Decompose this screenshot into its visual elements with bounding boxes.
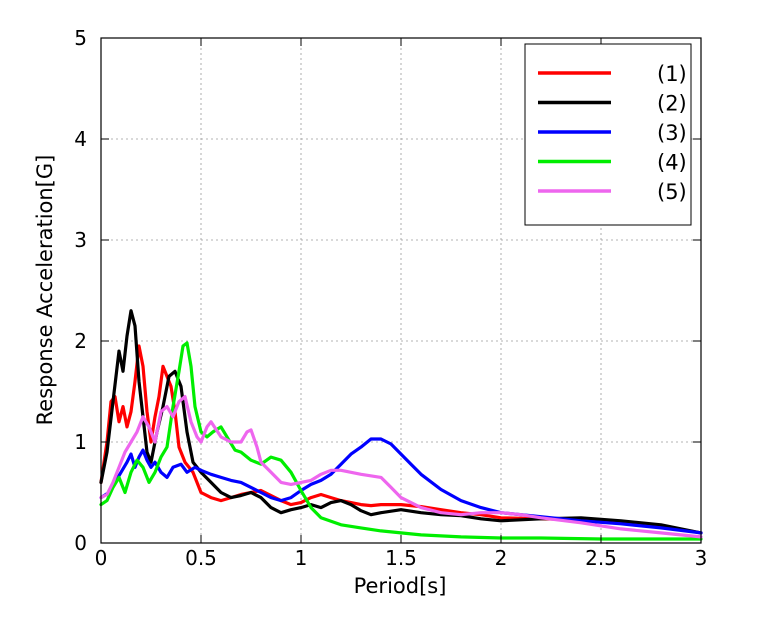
- x-tick-label: 2.5: [585, 546, 617, 570]
- x-tick-label: 1.5: [385, 546, 417, 570]
- x-tick-label: 1: [295, 546, 308, 570]
- x-axis-title: Period[s]: [354, 574, 447, 598]
- y-tick-label: 2: [74, 329, 87, 353]
- series-line-2: [99, 309, 703, 535]
- legend-label-5: (5): [657, 180, 687, 204]
- y-tick-label: 5: [74, 26, 87, 50]
- x-tick-label: 2: [495, 546, 508, 570]
- legend-label-1: (1): [657, 62, 687, 86]
- y-tick-label: 4: [74, 127, 87, 151]
- x-tick-label: 0: [95, 546, 108, 570]
- legend-label-2: (2): [657, 92, 687, 116]
- y-tick-label: 1: [74, 430, 87, 454]
- legend: (1) (2) (3) (4) (5): [524, 43, 692, 226]
- y-axis-title: Response Acceleration[G]: [33, 155, 57, 426]
- y-tick-label: 0: [74, 531, 87, 555]
- axis-ticks: 0 0.5 1 1.5 2 2.5 3 0 1 2 3 4 5: [74, 26, 707, 570]
- legend-label-4: (4): [657, 151, 687, 175]
- series-line-3: [99, 437, 703, 535]
- series-lines: [99, 309, 703, 541]
- legend-label-3: (3): [657, 121, 687, 145]
- series-line-4: [99, 341, 703, 541]
- x-tick-label: 3: [695, 546, 708, 570]
- x-tick-label: 0.5: [185, 546, 217, 570]
- y-tick-label: 3: [74, 228, 87, 252]
- series-line-5: [99, 395, 703, 539]
